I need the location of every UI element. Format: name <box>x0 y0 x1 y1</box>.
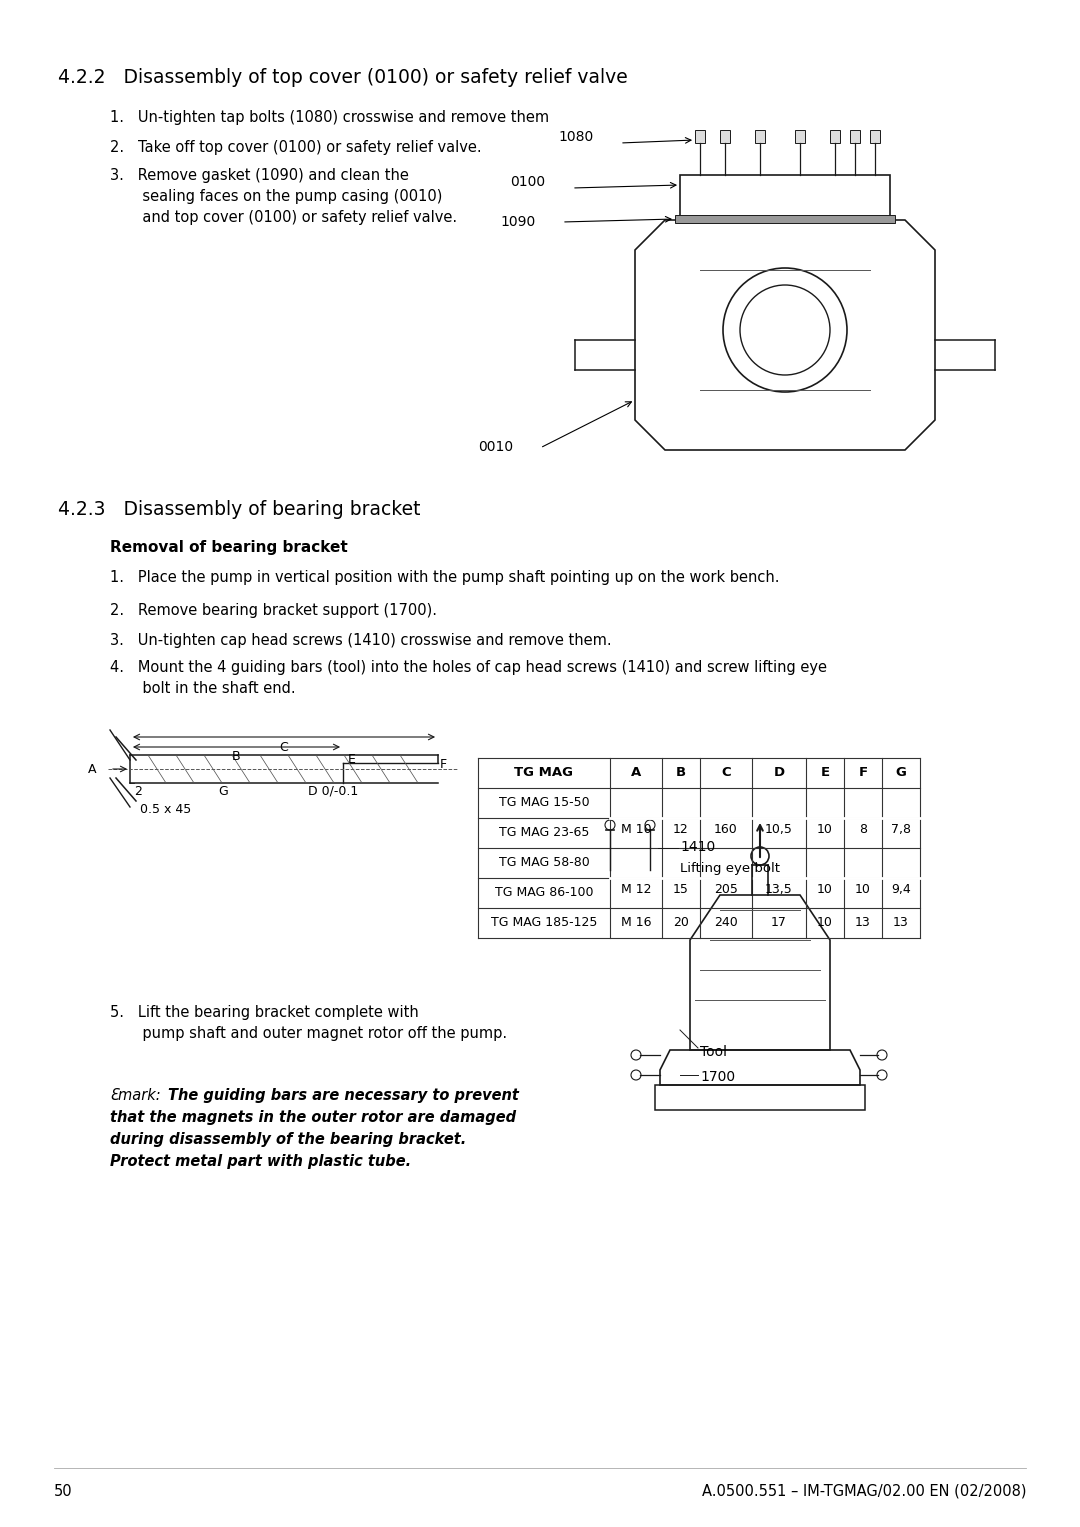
Polygon shape <box>696 130 705 144</box>
Text: B: B <box>232 750 241 764</box>
Text: 13,5: 13,5 <box>765 883 793 896</box>
Text: F: F <box>859 767 867 779</box>
Text: M 16: M 16 <box>621 916 651 928</box>
Text: during disassembly of the bearing bracket.: during disassembly of the bearing bracke… <box>110 1132 467 1147</box>
Polygon shape <box>720 130 730 144</box>
Text: 240: 240 <box>714 916 738 928</box>
Text: 1.   Place the pump in vertical position with the pump shaft pointing up on the : 1. Place the pump in vertical position w… <box>110 570 780 585</box>
Text: 15: 15 <box>673 883 689 896</box>
Text: Lifting eye bolt: Lifting eye bolt <box>680 863 780 875</box>
Text: The guiding bars are necessary to prevent: The guiding bars are necessary to preven… <box>168 1089 518 1102</box>
Text: 10,5: 10,5 <box>765 823 793 835</box>
Text: TG MAG 185-125: TG MAG 185-125 <box>490 916 597 928</box>
Text: Protect metal part with plastic tube.: Protect metal part with plastic tube. <box>110 1154 411 1170</box>
Text: 3.   Remove gasket (1090) and clean the
       sealing faces on the pump casing : 3. Remove gasket (1090) and clean the se… <box>110 168 457 224</box>
Text: 2: 2 <box>134 785 141 799</box>
Text: 3.   Un-tighten cap head screws (1410) crosswise and remove them.: 3. Un-tighten cap head screws (1410) cro… <box>110 634 611 647</box>
Text: 2.   Take off top cover (0100) or safety relief valve.: 2. Take off top cover (0100) or safety r… <box>110 140 482 156</box>
Text: B: B <box>676 767 686 779</box>
Text: A.0500.551 – IM-TGMAG/02.00 EN (02/2008): A.0500.551 – IM-TGMAG/02.00 EN (02/2008) <box>702 1484 1026 1500</box>
Text: D 0/-0.1: D 0/-0.1 <box>308 785 359 799</box>
Text: 5.   Lift the bearing bracket complete with
       pump shaft and outer magnet r: 5. Lift the bearing bracket complete wit… <box>110 1005 508 1041</box>
Text: 1.   Un-tighten tap bolts (1080) crosswise and remove them: 1. Un-tighten tap bolts (1080) crosswise… <box>110 110 549 125</box>
Text: G: G <box>895 767 906 779</box>
Text: 1410: 1410 <box>680 840 715 854</box>
Text: TG MAG 58-80: TG MAG 58-80 <box>499 857 590 869</box>
Text: 0.5 x 45: 0.5 x 45 <box>140 803 191 815</box>
Text: 4.   Mount the 4 guiding bars (tool) into the holes of cap head screws (1410) an: 4. Mount the 4 guiding bars (tool) into … <box>110 660 827 696</box>
Text: 8: 8 <box>859 823 867 835</box>
Text: C: C <box>721 767 731 779</box>
Text: 1700: 1700 <box>700 1070 735 1084</box>
Text: 50: 50 <box>54 1484 72 1500</box>
Text: 2.   Remove bearing bracket support (1700).: 2. Remove bearing bracket support (1700)… <box>110 603 437 618</box>
Text: 10: 10 <box>818 916 833 928</box>
Text: E: E <box>821 767 829 779</box>
Text: Removal of bearing bracket: Removal of bearing bracket <box>110 541 348 554</box>
Text: 0100: 0100 <box>510 176 545 189</box>
Text: 20: 20 <box>673 916 689 928</box>
Polygon shape <box>850 130 860 144</box>
Text: 1090: 1090 <box>500 215 536 229</box>
Text: G: G <box>218 785 228 799</box>
Text: 0010: 0010 <box>478 440 513 454</box>
Text: that the magnets in the outer rotor are damaged: that the magnets in the outer rotor are … <box>110 1110 516 1125</box>
Text: 12: 12 <box>673 823 689 835</box>
Text: 10: 10 <box>818 823 833 835</box>
Text: 13: 13 <box>855 916 870 928</box>
Text: Tool: Tool <box>700 1044 727 1060</box>
Text: 17: 17 <box>771 916 787 928</box>
Text: 10: 10 <box>818 883 833 896</box>
Text: 13: 13 <box>893 916 909 928</box>
Text: C: C <box>280 741 288 754</box>
Polygon shape <box>795 130 805 144</box>
Text: TG MAG: TG MAG <box>514 767 573 779</box>
Text: 10: 10 <box>855 883 870 896</box>
Text: 9,4: 9,4 <box>891 883 910 896</box>
Polygon shape <box>870 130 880 144</box>
Text: E: E <box>348 753 356 767</box>
Text: TG MAG 15-50: TG MAG 15-50 <box>499 796 590 809</box>
Text: Ɛmark:: Ɛmark: <box>110 1089 162 1102</box>
Text: 1080: 1080 <box>558 130 593 144</box>
Text: 4.2.3   Disassembly of bearing bracket: 4.2.3 Disassembly of bearing bracket <box>58 499 420 519</box>
Text: F: F <box>440 757 447 771</box>
Text: 205: 205 <box>714 883 738 896</box>
Text: 7,8: 7,8 <box>891 823 912 835</box>
Text: D: D <box>773 767 784 779</box>
Text: TG MAG 23-65: TG MAG 23-65 <box>499 826 590 838</box>
Text: A: A <box>87 764 96 776</box>
Polygon shape <box>831 130 840 144</box>
Polygon shape <box>675 215 895 223</box>
Text: 4.2.2   Disassembly of top cover (0100) or safety relief valve: 4.2.2 Disassembly of top cover (0100) or… <box>58 69 627 87</box>
Text: 160: 160 <box>714 823 738 835</box>
Text: M 12: M 12 <box>621 883 651 896</box>
Text: TG MAG 86-100: TG MAG 86-100 <box>495 886 593 899</box>
Text: M 10: M 10 <box>621 823 651 835</box>
Polygon shape <box>755 130 765 144</box>
Text: A: A <box>631 767 642 779</box>
